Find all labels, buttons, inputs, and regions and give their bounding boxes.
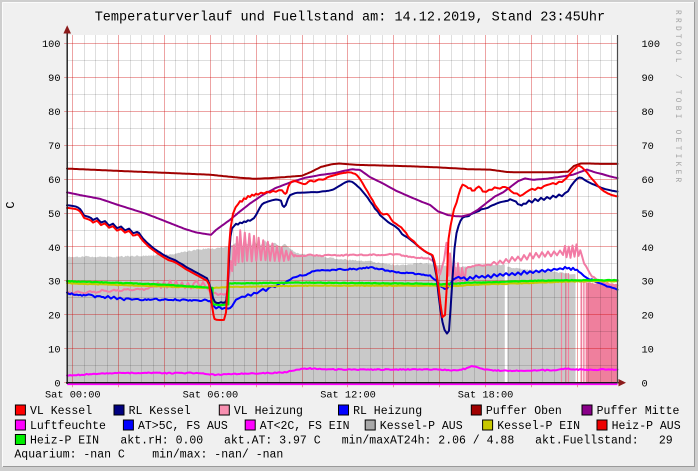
svg-text:RL Kessel: RL Kessel <box>129 405 191 418</box>
svg-text:Luftfeuchte: Luftfeuchte <box>30 420 106 433</box>
svg-text:Temperaturverlauf und Fuellsta: Temperaturverlauf und Fuellstand am: 14.… <box>95 10 605 25</box>
svg-text:Puffer Oben: Puffer Oben <box>486 405 562 418</box>
svg-text:min/max: -nan/ -nan: min/max: -nan/ -nan <box>152 449 283 462</box>
svg-text:min/maxAT24h: 2.06 / 4.88: min/maxAT24h: 2.06 / 4.88 <box>342 435 515 448</box>
svg-text:29: 29 <box>659 435 673 448</box>
svg-text:VL Kessel: VL Kessel <box>30 405 92 418</box>
svg-text:90: 90 <box>48 73 60 85</box>
svg-text:100: 100 <box>642 39 661 51</box>
svg-text:Sat 06:00: Sat 06:00 <box>183 390 239 402</box>
svg-text:70: 70 <box>642 141 654 153</box>
svg-text:Kessel-P AUS: Kessel-P AUS <box>380 420 463 433</box>
svg-text:40: 40 <box>48 243 60 255</box>
svg-text:RL Heizung: RL Heizung <box>353 405 422 418</box>
svg-text:RRDTOOL / TOBI OETIKER: RRDTOOL / TOBI OETIKER <box>673 10 681 186</box>
svg-text:AT<2C, FS EIN: AT<2C, FS EIN <box>260 420 350 433</box>
svg-text:50: 50 <box>48 209 60 221</box>
svg-text:80: 80 <box>642 107 654 119</box>
svg-text:C: C <box>4 201 18 208</box>
svg-text:70: 70 <box>48 141 60 153</box>
svg-text:akt.rH: 0.00: akt.rH: 0.00 <box>120 435 203 448</box>
svg-text:Sat 00:00: Sat 00:00 <box>45 390 101 402</box>
svg-text:90: 90 <box>642 73 654 85</box>
svg-text:20: 20 <box>642 311 654 323</box>
svg-text:Sat 18:00: Sat 18:00 <box>458 390 514 402</box>
svg-text:Aquarium: -nan C: Aquarium: -nan C <box>14 449 125 462</box>
svg-text:40: 40 <box>642 243 654 255</box>
svg-text:30: 30 <box>642 277 654 289</box>
svg-text:Heiz-P AUS: Heiz-P AUS <box>612 420 681 433</box>
svg-text:Puffer Mitte: Puffer Mitte <box>597 405 680 418</box>
svg-text:10: 10 <box>48 345 60 357</box>
svg-text:Heiz-P EIN: Heiz-P EIN <box>30 435 99 448</box>
svg-text:60: 60 <box>48 175 60 187</box>
svg-text:30: 30 <box>48 277 60 289</box>
svg-text:80: 80 <box>48 107 60 119</box>
svg-text:Kessel-P EIN: Kessel-P EIN <box>497 420 580 433</box>
svg-text:0: 0 <box>54 379 60 391</box>
svg-text:AT>5C, FS AUS: AT>5C, FS AUS <box>138 420 228 433</box>
svg-text:0: 0 <box>642 379 648 391</box>
svg-text:VL Heizung: VL Heizung <box>234 405 303 418</box>
svg-text:10: 10 <box>642 345 654 357</box>
svg-text:60: 60 <box>642 175 654 187</box>
svg-text:20: 20 <box>48 311 60 323</box>
svg-text:Sat 12:00: Sat 12:00 <box>320 390 376 402</box>
svg-text:akt.Fuellstand:: akt.Fuellstand: <box>535 435 639 448</box>
svg-text:100: 100 <box>42 39 61 51</box>
svg-text:akt.AT: 3.97 C: akt.AT: 3.97 C <box>224 435 321 448</box>
svg-text:50: 50 <box>642 209 654 221</box>
